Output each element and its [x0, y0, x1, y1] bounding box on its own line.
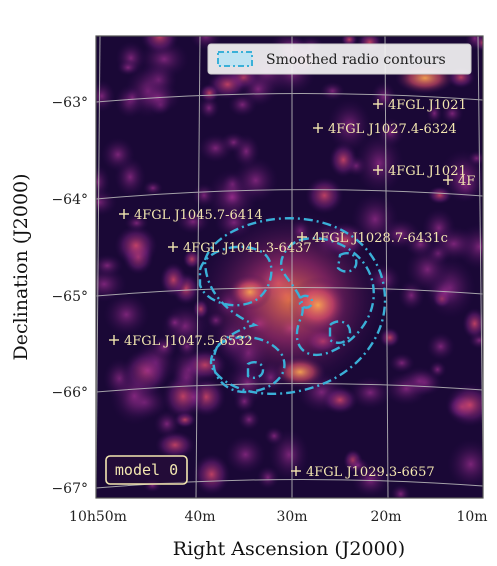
source-marker: 4FGL J1021	[373, 98, 467, 113]
heatmap-blob	[390, 484, 411, 498]
heatmap-blob	[239, 71, 277, 107]
heatmap-blob	[462, 307, 483, 340]
heatmap-blob	[101, 137, 135, 172]
heatmap-blob	[319, 81, 346, 101]
source-marker: 4FGL J1021	[373, 164, 467, 179]
legend-swatch	[217, 51, 253, 67]
y-tick-label: −63°	[51, 95, 88, 111]
x-tick-label: 20m	[370, 509, 401, 525]
source-marker: 4FGL J1041.3-6437	[168, 241, 312, 256]
heatmap-blob	[140, 36, 179, 55]
heatmap-blob	[447, 438, 483, 490]
y-tick-labels: −63° −64° −65° −66° −67°	[51, 95, 88, 497]
heatmap-blob	[426, 332, 456, 361]
y-axis-label: Declination (J2000)	[10, 173, 32, 360]
source-marker: 4FGL J1028.7-6431c	[297, 231, 448, 246]
source-label: 4FGL J1045.7-6414	[134, 208, 263, 223]
y-tick-label: −67°	[51, 481, 88, 497]
heatmap-blob	[383, 371, 429, 406]
y-tick-label: −66°	[51, 385, 88, 401]
source-label: 4FGL J1047.5-6532	[124, 334, 253, 349]
legend-entry: Smoothed radio contours	[266, 52, 446, 68]
source-marker: 4FGL J1027.4-6324	[313, 122, 457, 137]
heatmap-blob	[109, 366, 159, 426]
heatmap-blob	[96, 164, 111, 200]
heatmap-blob	[198, 96, 220, 120]
heatmap-blob	[103, 292, 150, 337]
heatmap-blob	[96, 254, 124, 277]
source-label: 4FGL J1028.7-6431c	[312, 231, 448, 246]
heatmap-blob	[233, 389, 256, 413]
heatmap-blob	[237, 408, 261, 431]
heatmap-blob	[164, 312, 185, 333]
source-marker: 4FGL J1047.5-6532	[109, 334, 253, 349]
heatmap-blob	[182, 249, 202, 270]
model-label: model 0	[115, 461, 178, 479]
y-tick-label: −64°	[51, 192, 88, 208]
heatmap-blob	[354, 131, 404, 195]
coordinate-grid	[96, 36, 483, 498]
heatmap-blob	[192, 453, 231, 496]
heatmap-blob	[142, 180, 163, 196]
heatmap-blob	[153, 410, 181, 438]
heatmap-blob	[114, 225, 158, 266]
heatmap-blob	[264, 426, 285, 446]
source-marker: 4F	[443, 174, 475, 189]
x-tick-labels: 10h50m 40m 30m 20m 10m	[69, 509, 488, 525]
x-tick-label: 10m	[456, 509, 487, 525]
x-tick-label: 10h50m	[69, 509, 127, 525]
heatmap-blob	[159, 262, 188, 298]
plot-frame	[95, 35, 484, 499]
x-tick-label: 40m	[184, 509, 215, 525]
heatmap-blob	[198, 133, 233, 163]
model-label-box: model 0	[105, 455, 188, 485]
radio-contours	[198, 217, 387, 395]
heatmap-blob	[388, 352, 415, 374]
heatmap-blob	[96, 80, 116, 113]
heatmap-blob	[327, 98, 372, 153]
heatmap-blob	[440, 102, 464, 125]
source-label: 4FGL J1027.4-6324	[328, 122, 457, 137]
y-tick-label: −65°	[51, 289, 88, 305]
heatmap-blob	[150, 335, 178, 360]
source-marker: 4FGL J1045.7-6414	[119, 208, 263, 223]
x-tick-label: 30m	[276, 509, 307, 525]
source-label: 4FGL J1021	[388, 164, 467, 179]
source-label: 4FGL J1041.3-6437	[183, 241, 312, 256]
heatmap-blob	[232, 134, 260, 169]
heatmap-blob	[232, 157, 279, 204]
source-label: 4F	[458, 174, 475, 189]
heatmap-blob	[225, 435, 266, 474]
heatmap-blob	[445, 383, 483, 427]
heatmap-blob	[405, 246, 450, 293]
x-axis-label: Right Ascension (J2000)	[173, 538, 405, 560]
source-label: 4FGL J1021	[388, 98, 467, 113]
heatmap-blob	[305, 176, 344, 215]
heatmap-blob	[256, 465, 280, 490]
heatmap-blob	[379, 327, 401, 348]
source-marker: 4FGL J1029.3-6657	[291, 465, 435, 480]
source-label: 4FGL J1029.3-6657	[306, 465, 435, 480]
heatmap-blob	[426, 102, 443, 124]
heatmap-blob	[175, 209, 211, 235]
heatmap-blob	[346, 457, 370, 474]
legend: Smoothed radio contours	[207, 43, 472, 75]
heatmap-blob	[370, 81, 397, 113]
